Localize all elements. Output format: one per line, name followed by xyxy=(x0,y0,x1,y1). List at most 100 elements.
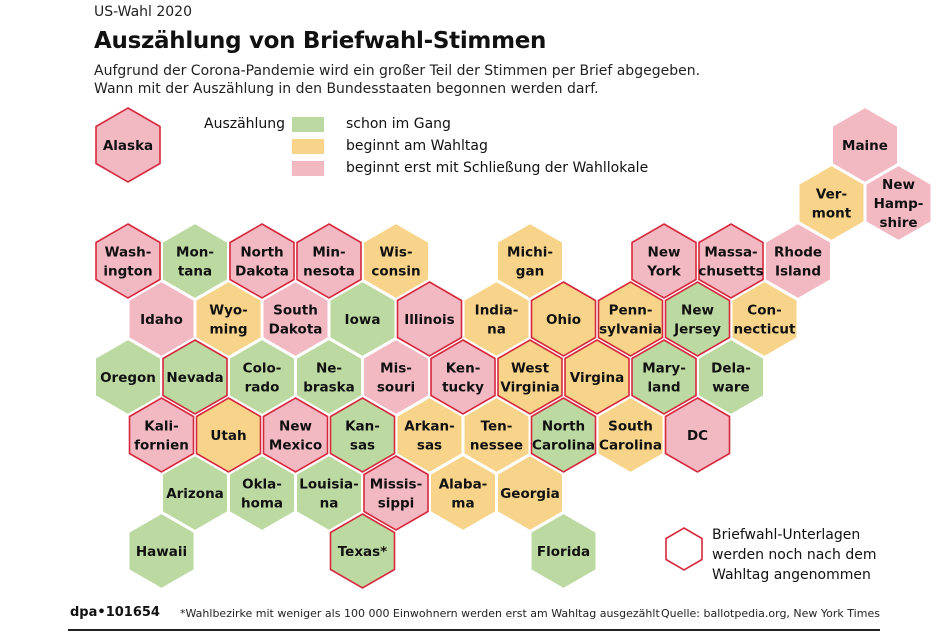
outline-note-line-2: werden noch nach dem xyxy=(712,547,877,563)
state-hex: Min-nesota xyxy=(296,223,362,299)
state-label: sippi xyxy=(378,496,415,512)
state-label: sylvania xyxy=(599,322,662,338)
state-label: Mexico xyxy=(269,438,322,454)
state-hex: Massa-chusetts xyxy=(698,223,764,299)
state-label: North xyxy=(240,245,283,261)
state-label: Wyo- xyxy=(209,303,248,319)
state-label: North xyxy=(542,419,585,435)
state-hex-shape xyxy=(664,397,731,473)
state-label: Oregon xyxy=(100,370,156,386)
state-hex-shape xyxy=(497,339,563,415)
state-hex: Mon-tana xyxy=(161,221,229,301)
state-hex-shape xyxy=(496,453,564,533)
state-hex: Kali-fornien xyxy=(128,397,195,473)
state-hex-shape xyxy=(697,337,765,417)
state-label: tana xyxy=(178,264,212,280)
state-label: New xyxy=(882,177,915,193)
state-label: Mon- xyxy=(176,245,214,261)
state-hex-shape xyxy=(396,281,463,357)
state-label: Virginia xyxy=(500,380,559,396)
state-hex: North Dakota xyxy=(229,223,295,299)
state-hex: Mis-souri xyxy=(362,337,430,417)
state-hex-shape xyxy=(127,511,196,591)
state-hex: South Carolina xyxy=(596,395,665,475)
legend-title: Auszählung xyxy=(204,116,286,132)
state-hex-shape xyxy=(363,455,429,531)
state-hex-shape xyxy=(631,339,697,415)
state-hex-shape xyxy=(362,221,430,301)
state-label: Hawaii xyxy=(136,544,187,560)
state-label: York xyxy=(646,264,681,280)
state-hex: Oregon xyxy=(94,337,162,417)
state-label: Iowa xyxy=(345,312,381,328)
state-label: sas xyxy=(350,438,375,454)
state-hex: New Jersey xyxy=(664,281,731,357)
state-label: New xyxy=(279,419,312,435)
state-hex: Alaba-ma xyxy=(429,453,497,533)
footnote: *Wahlbezirke mit weniger als 100 000 Ein… xyxy=(180,607,660,620)
state-hex: Maine xyxy=(831,105,899,185)
state-label: ware xyxy=(712,380,749,396)
state-hex: Ne-braska xyxy=(295,337,363,417)
state-hex-shape xyxy=(529,511,598,591)
state-label: Massa- xyxy=(704,245,757,261)
state-hex: Con-necticut xyxy=(730,279,799,359)
state-hex-shape xyxy=(262,397,329,473)
state-hex: Ken-tucky xyxy=(430,339,496,415)
legend-swatch-green xyxy=(292,116,324,132)
legend-item-green: schon im Gang xyxy=(292,115,451,133)
state-label: Dakota xyxy=(269,322,323,338)
state-hex: Arizona xyxy=(161,453,229,533)
state-hex-shape xyxy=(462,395,531,475)
state-label: sas xyxy=(417,438,442,454)
state-label: nessee xyxy=(470,438,523,454)
state-hex: Michi-gan xyxy=(496,221,564,301)
state-label: ington xyxy=(103,264,152,280)
outline-hex-icon xyxy=(665,527,703,571)
state-label: Illinois xyxy=(404,312,454,328)
state-label: Mis- xyxy=(380,361,412,377)
state-hex: West Virginia xyxy=(497,339,563,415)
state-label: Rhode xyxy=(774,245,822,261)
state-label: Ten- xyxy=(481,419,513,435)
state-label: Arizona xyxy=(166,486,224,502)
agency-credit: dpa•101654 xyxy=(70,605,160,620)
state-hex: Okla-homa xyxy=(228,453,296,533)
state-label: Island xyxy=(775,264,821,280)
state-hex-shape xyxy=(462,279,531,359)
state-hex-shape xyxy=(161,221,229,301)
state-label: ma xyxy=(451,496,474,512)
state-label: Ne- xyxy=(316,361,342,377)
state-label: India- xyxy=(475,303,519,319)
state-label: Con- xyxy=(747,303,781,319)
state-label: Carolina xyxy=(532,438,595,454)
state-label: DC xyxy=(687,428,708,444)
state-label: New xyxy=(648,245,681,261)
state-hex: India-na xyxy=(462,279,531,359)
state-hex-shape xyxy=(229,223,295,299)
state-label: Ver- xyxy=(816,187,847,203)
state-hex: Iowa xyxy=(328,279,397,359)
state-hex: New York xyxy=(631,223,697,299)
state-hex: Wis-consin xyxy=(362,221,430,301)
state-label: Okla- xyxy=(242,477,282,493)
state-label: Florida xyxy=(537,544,590,560)
state-hex: Missis-sippi xyxy=(363,455,429,531)
state-hex: Hawaii xyxy=(127,511,196,591)
state-hex-shape xyxy=(496,221,564,301)
state-hex-shape xyxy=(530,397,597,473)
state-hex: Illinois xyxy=(396,281,463,357)
state-hex: Georgia xyxy=(496,453,564,533)
state-label: Texas* xyxy=(338,544,388,560)
state-label: souri xyxy=(377,380,415,396)
state-label: Louisia- xyxy=(299,477,359,493)
state-label: Kali- xyxy=(144,419,178,435)
state-hex-shape xyxy=(329,397,396,473)
state-label: homa xyxy=(241,496,283,512)
state-hex: Virgina xyxy=(564,339,630,415)
state-label: Alaba- xyxy=(439,477,488,493)
state-hex: Ten-nessee xyxy=(462,395,531,475)
state-label: Ken- xyxy=(446,361,481,377)
state-label: na xyxy=(320,496,339,512)
state-label: Ohio xyxy=(546,312,581,328)
